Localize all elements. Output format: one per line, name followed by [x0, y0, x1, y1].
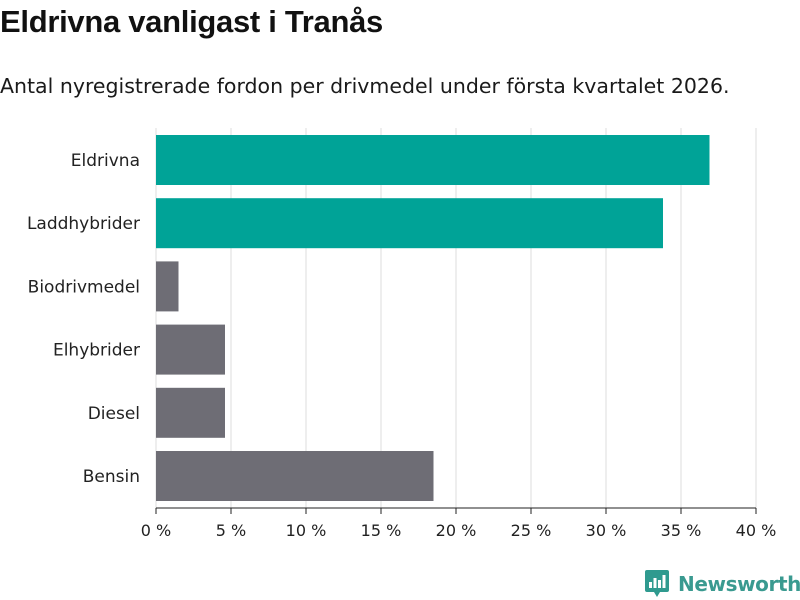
- category-labels: Eldrivna Laddhybrider Biodrivmedel Elhybrid…: [27, 151, 140, 487]
- newsworthy-logo-icon: [645, 570, 669, 597]
- x-tick-label: 25 %: [511, 521, 552, 540]
- category-label: Biodrivmedel: [28, 277, 140, 297]
- category-label: Eldrivna: [71, 151, 140, 171]
- x-tick-label: 15 %: [361, 521, 402, 540]
- grid-lines: [155, 128, 757, 508]
- bar-diesel: [156, 387, 225, 438]
- brand-name: Newsworthy: [678, 572, 800, 596]
- x-tick-label: 40 %: [736, 521, 777, 540]
- bar-elhybrider: [156, 324, 225, 375]
- category-label: Elhybrider: [53, 341, 140, 361]
- category-label: Laddhybrider: [27, 214, 140, 234]
- category-label: Diesel: [88, 404, 140, 424]
- bars: [156, 135, 710, 501]
- x-axis: 0 % 5 % 10 % 15 % 20 % 25 % 30 % 35 % 40 %: [141, 507, 777, 540]
- x-tick-label: 10 %: [286, 521, 327, 540]
- chart-title: Eldrivna vanligast i Tranås: [0, 4, 384, 39]
- category-label: Bensin: [83, 467, 140, 487]
- x-tick-label: 30 %: [586, 521, 627, 540]
- bar-laddhybrider: [156, 198, 663, 249]
- bar-bensin: [156, 451, 434, 501]
- newsworthy-brand: Newsworthy: [644, 569, 800, 599]
- x-tick-label: 5 %: [216, 521, 246, 540]
- x-tick-label: 0 %: [141, 521, 171, 540]
- bar-eldrivna: [156, 135, 710, 185]
- x-tick-label: 20 %: [436, 521, 477, 540]
- x-tick-label: 35 %: [661, 521, 702, 540]
- chart-subtitle: Antal nyregistrerade fordon per drivmede…: [0, 74, 730, 98]
- bar-biodrivmedel: [156, 261, 179, 312]
